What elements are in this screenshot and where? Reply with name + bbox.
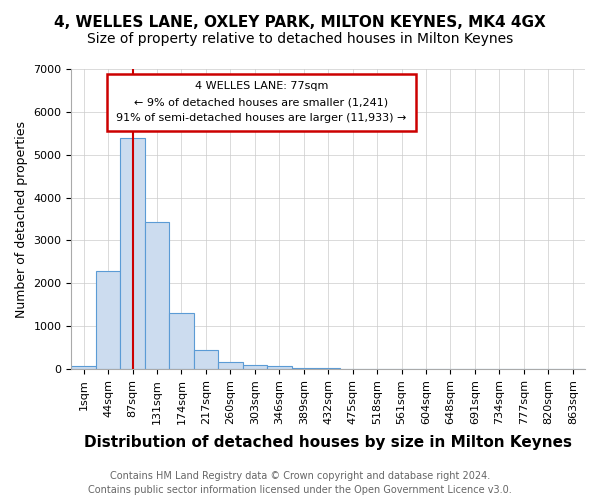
Bar [292, 368, 316, 369]
Text: Size of property relative to detached houses in Milton Keynes: Size of property relative to detached ho… [87, 32, 513, 46]
Bar [71, 366, 96, 369]
Text: Contains HM Land Registry data © Crown copyright and database right 2024.
Contai: Contains HM Land Registry data © Crown c… [88, 471, 512, 495]
Bar [169, 314, 194, 369]
FancyBboxPatch shape [107, 74, 416, 130]
Bar [242, 365, 267, 369]
Bar [194, 350, 218, 369]
X-axis label: Distribution of detached houses by size in Milton Keynes: Distribution of detached houses by size … [84, 435, 572, 450]
Bar [121, 138, 145, 369]
Bar [145, 222, 169, 369]
Bar [218, 362, 242, 369]
Y-axis label: Number of detached properties: Number of detached properties [15, 120, 28, 318]
Bar [96, 272, 121, 369]
Text: 4 WELLES LANE: 77sqm
← 9% of detached houses are smaller (1,241)
91% of semi-det: 4 WELLES LANE: 77sqm ← 9% of detached ho… [116, 82, 407, 122]
Bar [267, 366, 292, 369]
Bar [316, 368, 340, 369]
Text: 4, WELLES LANE, OXLEY PARK, MILTON KEYNES, MK4 4GX: 4, WELLES LANE, OXLEY PARK, MILTON KEYNE… [54, 15, 546, 30]
